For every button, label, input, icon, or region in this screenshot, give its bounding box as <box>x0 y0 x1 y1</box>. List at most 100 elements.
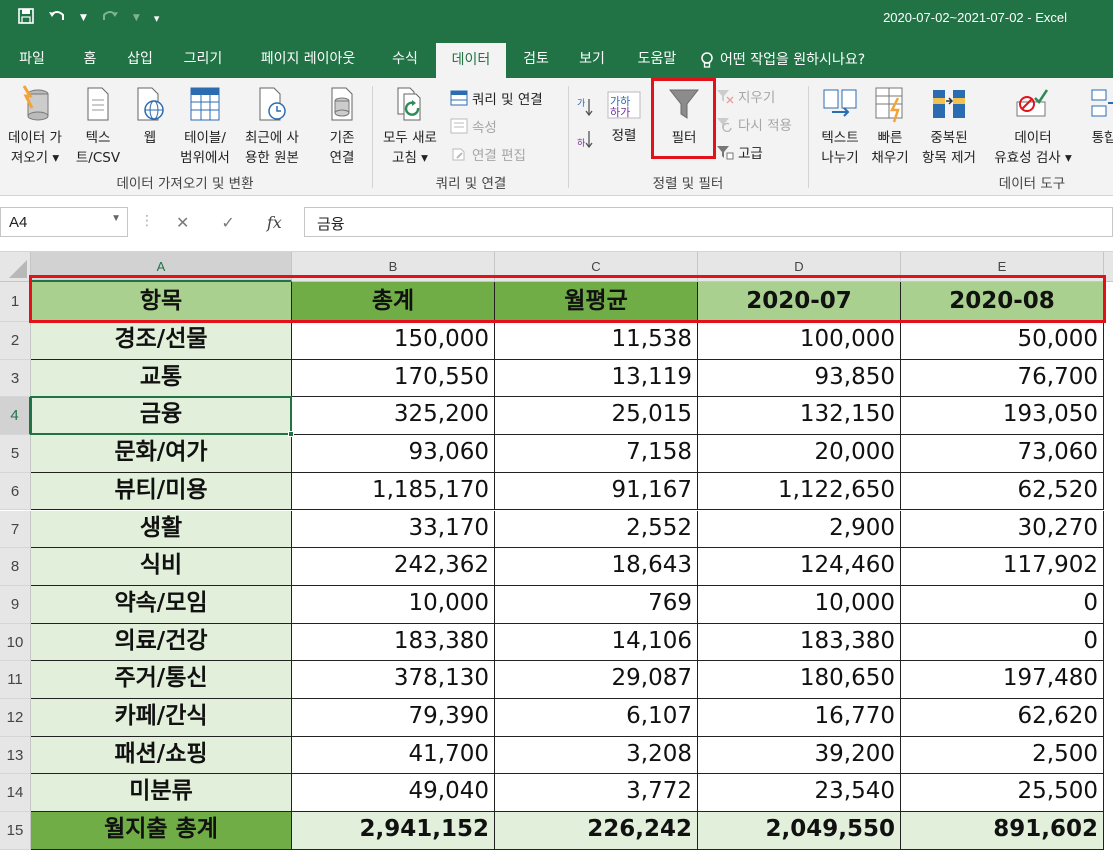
data-cell-d4[interactable]: 132,150 <box>698 397 901 436</box>
data-cell-c4[interactable]: 25,015 <box>495 397 698 436</box>
data-cell-e11[interactable]: 197,480 <box>901 661 1104 699</box>
undo-dropdown-icon[interactable]: ▼ <box>80 13 87 23</box>
data-cell-a2[interactable]: 경조/선물 <box>31 322 292 360</box>
sort-button[interactable]: 가하 하가 정렬 <box>602 88 646 146</box>
data-cell-b9[interactable]: 10,000 <box>292 585 495 624</box>
total-cell-a15[interactable]: 월지출 총계 <box>31 812 292 850</box>
data-cell-a5[interactable]: 문화/여가 <box>31 435 292 473</box>
data-cell-d7[interactable]: 2,900 <box>698 510 901 549</box>
tab-formulas[interactable]: 수식 <box>392 51 418 67</box>
data-cell-b14[interactable]: 49,040 <box>292 774 495 813</box>
data-cell-d14[interactable]: 23,540 <box>698 774 901 813</box>
data-cell-d12[interactable]: 16,770 <box>698 699 901 737</box>
tab-data[interactable]: 데이터 <box>436 43 506 78</box>
data-cell-a13[interactable]: 패션/쇼핑 <box>31 736 292 775</box>
row-header-6[interactable]: 6 <box>0 472 31 511</box>
data-cell-e5[interactable]: 73,060 <box>901 435 1104 473</box>
data-cell-b2[interactable]: 150,000 <box>292 322 495 360</box>
data-cell-b13[interactable]: 41,700 <box>292 736 495 775</box>
row-header-1[interactable]: 1 <box>0 282 31 322</box>
data-validation-button[interactable]: 데이터 유효성 검사 ▾ <box>984 84 1082 168</box>
enter-icon[interactable]: ✓ <box>221 212 235 232</box>
data-cell-c14[interactable]: 3,772 <box>495 774 698 813</box>
row-header-11[interactable]: 11 <box>0 661 31 699</box>
header-cell-a1[interactable]: 항목 <box>31 282 292 322</box>
data-cell-b8[interactable]: 242,362 <box>292 548 495 586</box>
row-header-13[interactable]: 13 <box>0 736 31 775</box>
data-cell-c5[interactable]: 7,158 <box>495 435 698 473</box>
data-cell-d9[interactable]: 10,000 <box>698 585 901 624</box>
name-box-dropdown-icon[interactable]: ▼ <box>111 213 121 224</box>
tab-home[interactable]: 홈 <box>83 51 97 67</box>
save-icon[interactable] <box>18 8 34 28</box>
row-header-10[interactable]: 10 <box>0 623 31 662</box>
data-cell-e7[interactable]: 30,270 <box>901 510 1104 549</box>
data-cell-c2[interactable]: 11,538 <box>495 322 698 360</box>
row-header-12[interactable]: 12 <box>0 699 31 737</box>
data-cell-e8[interactable]: 117,902 <box>901 548 1104 586</box>
data-cell-b7[interactable]: 33,170 <box>292 510 495 549</box>
tab-file[interactable]: 파일 <box>19 51 45 67</box>
data-cell-e3[interactable]: 76,700 <box>901 359 1104 398</box>
data-cell-c9[interactable]: 769 <box>495 585 698 624</box>
customize-qat-icon[interactable]: ▾ <box>153 11 160 25</box>
data-cell-a10[interactable]: 의료/건강 <box>31 623 292 662</box>
data-cell-c11[interactable]: 29,087 <box>495 661 698 699</box>
data-cell-a6[interactable]: 뷰티/미용 <box>31 472 292 511</box>
from-table-button[interactable]: 테이블/ 범위에서 <box>174 84 236 168</box>
data-cell-d10[interactable]: 183,380 <box>698 623 901 662</box>
cancel-icon[interactable]: ✕ <box>176 212 190 232</box>
data-cell-b12[interactable]: 79,390 <box>292 699 495 737</box>
data-cell-b10[interactable]: 183,380 <box>292 623 495 662</box>
data-cell-e6[interactable]: 62,520 <box>901 472 1104 511</box>
data-cell-d8[interactable]: 124,460 <box>698 548 901 586</box>
data-cell-e10[interactable]: 0 <box>901 623 1104 662</box>
data-cell-e14[interactable]: 25,500 <box>901 774 1104 813</box>
flash-fill-button[interactable]: 빠른 채우기 <box>866 84 914 168</box>
filter-button[interactable]: 필터 <box>656 84 712 148</box>
data-cell-d6[interactable]: 1,122,650 <box>698 472 901 511</box>
data-cell-b4[interactable]: 325,200 <box>292 397 495 436</box>
sort-ascending-button[interactable]: 가 <box>576 96 594 118</box>
sort-descending-button[interactable]: 하 <box>576 128 594 150</box>
from-text-csv-button[interactable]: 텍스 트/CSV <box>70 84 126 168</box>
data-cell-a12[interactable]: 카페/간식 <box>31 699 292 737</box>
remove-duplicates-button[interactable]: 중복된 항목 제거 <box>914 84 984 168</box>
data-cell-a14[interactable]: 미분류 <box>31 774 292 813</box>
data-cell-b6[interactable]: 1,185,170 <box>292 472 495 511</box>
row-header-2[interactable]: 2 <box>0 322 31 360</box>
row-header-7[interactable]: 7 <box>0 510 31 549</box>
row-header-9[interactable]: 9 <box>0 585 31 624</box>
total-cell-e15[interactable]: 891,602 <box>901 812 1104 850</box>
data-cell-a9[interactable]: 약속/모임 <box>31 585 292 624</box>
header-cell-d1[interactable]: 2020-07 <box>698 282 901 322</box>
row-header-4[interactable]: 4 <box>0 397 31 436</box>
tab-view[interactable]: 보기 <box>579 51 605 67</box>
data-cell-d11[interactable]: 180,650 <box>698 661 901 699</box>
refresh-all-button[interactable]: 모두 새로 고침 ▾ <box>374 84 446 168</box>
data-cell-d5[interactable]: 20,000 <box>698 435 901 473</box>
insert-function-icon[interactable]: fx <box>266 212 282 232</box>
row-header-3[interactable]: 3 <box>0 359 31 398</box>
tab-help[interactable]: 도움말 <box>637 51 677 67</box>
data-cell-e2[interactable]: 50,000 <box>901 322 1104 360</box>
tell-me-box[interactable]: 어떤 작업을 원하시나요? <box>700 43 900 78</box>
total-cell-c15[interactable]: 226,242 <box>495 812 698 850</box>
data-cell-e13[interactable]: 2,500 <box>901 736 1104 775</box>
data-cell-d13[interactable]: 39,200 <box>698 736 901 775</box>
data-cell-c8[interactable]: 18,643 <box>495 548 698 586</box>
data-cell-a4[interactable]: 금융 <box>31 397 292 436</box>
data-cell-c7[interactable]: 2,552 <box>495 510 698 549</box>
total-cell-b15[interactable]: 2,941,152 <box>292 812 495 850</box>
total-cell-d15[interactable]: 2,049,550 <box>698 812 901 850</box>
row-header-5[interactable]: 5 <box>0 435 31 473</box>
row-header-8[interactable]: 8 <box>0 548 31 586</box>
tab-draw[interactable]: 그리기 <box>183 51 223 67</box>
data-cell-d2[interactable]: 100,000 <box>698 322 901 360</box>
data-cell-d3[interactable]: 93,850 <box>698 359 901 398</box>
undo-icon[interactable] <box>48 8 66 28</box>
tab-insert[interactable]: 삽입 <box>127 51 153 67</box>
tab-review[interactable]: 검토 <box>523 51 549 67</box>
data-cell-c3[interactable]: 13,119 <box>495 359 698 398</box>
queries-connections-button[interactable]: 쿼리 및 연결 <box>450 88 543 108</box>
